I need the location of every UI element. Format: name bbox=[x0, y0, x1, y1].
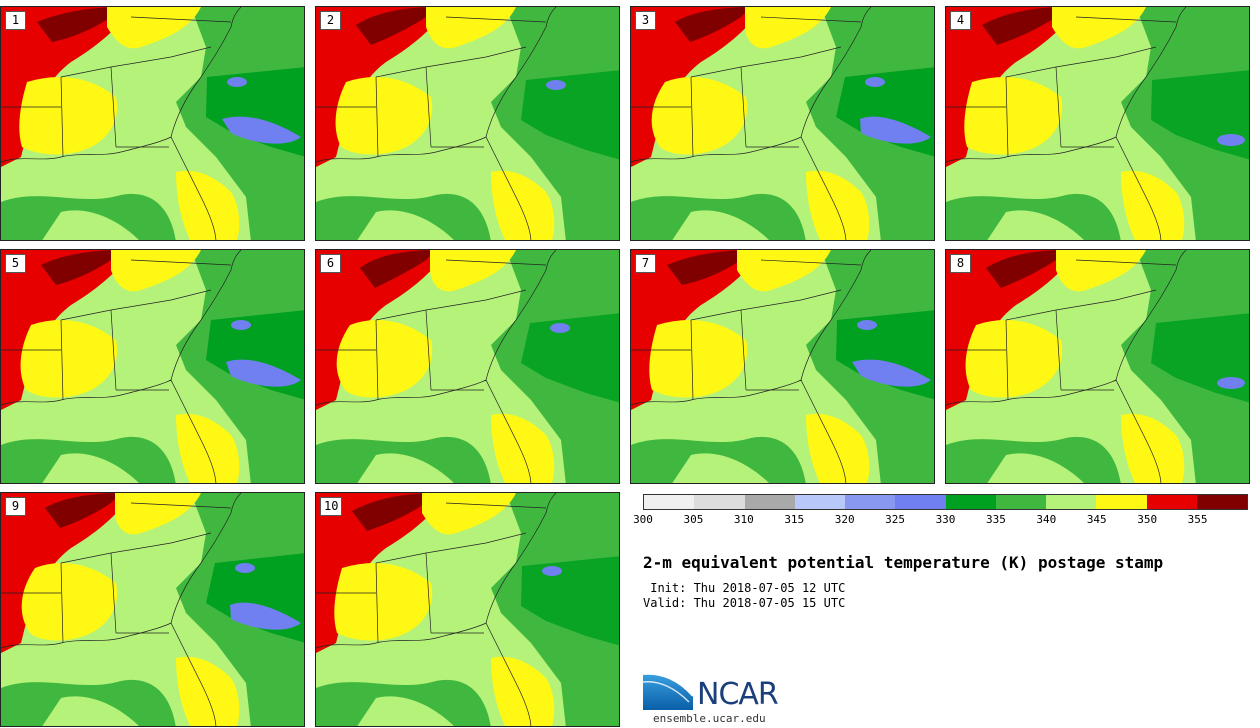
init-time: Init: Thu 2018-07-05 12 UTC bbox=[643, 581, 846, 595]
colorbar-segment bbox=[1046, 495, 1097, 509]
colorbar-tick-label: 325 bbox=[885, 513, 906, 526]
map-panel-7: 7 bbox=[630, 249, 935, 484]
theta-e-map bbox=[1, 493, 304, 726]
map-panel-8: 8 bbox=[945, 249, 1250, 484]
colorbar-tick-label: 355 bbox=[1187, 513, 1208, 526]
colorbar bbox=[643, 494, 1248, 510]
valid-time: Valid: Thu 2018-07-05 15 UTC bbox=[643, 596, 846, 610]
theta-e-map bbox=[316, 250, 619, 483]
map-panel-1: 1 bbox=[0, 6, 305, 241]
member-number-label: 7 bbox=[635, 254, 656, 273]
member-number-label: 10 bbox=[320, 497, 343, 516]
colorbar-segment bbox=[845, 495, 896, 509]
map-panel-5: 5 bbox=[0, 249, 305, 484]
colorbar-segment bbox=[945, 495, 996, 509]
colorbar-tick-label: 320 bbox=[834, 513, 855, 526]
member-number-label: 8 bbox=[950, 254, 971, 273]
colorbar-segment bbox=[744, 495, 795, 509]
colorbar-segment bbox=[644, 495, 695, 509]
map-panel-4: 4 bbox=[945, 6, 1250, 241]
colorbar-segment bbox=[694, 495, 745, 509]
colorbar-ticks: 300 305 310 315 320 325 330 335 340 345 350 355 bbox=[633, 513, 1248, 529]
theta-e-map bbox=[316, 7, 619, 240]
colorbar-segment bbox=[1146, 495, 1197, 509]
member-number-label: 6 bbox=[320, 254, 341, 273]
map-panel-6: 6 bbox=[315, 249, 620, 484]
colorbar-tick-label: 315 bbox=[784, 513, 805, 526]
colorbar-segment bbox=[794, 495, 845, 509]
map-panel-9: 9 bbox=[0, 492, 305, 727]
theta-e-map bbox=[631, 7, 934, 240]
ncar-url: ensemble.ucar.edu bbox=[653, 712, 766, 725]
member-number-label: 5 bbox=[5, 254, 26, 273]
colorbar-tick-label: 350 bbox=[1137, 513, 1158, 526]
colorbar-segment bbox=[1196, 495, 1247, 509]
theta-e-map bbox=[946, 250, 1249, 483]
colorbar-segment bbox=[995, 495, 1046, 509]
colorbar-tick-label: 305 bbox=[683, 513, 704, 526]
chart-title: 2-m equivalent potential temperature (K)… bbox=[643, 553, 1164, 572]
member-number-label: 9 bbox=[5, 497, 26, 516]
colorbar-tick-label: 345 bbox=[1086, 513, 1107, 526]
colorbar-segment bbox=[895, 495, 946, 509]
colorbar-tick-label: 330 bbox=[935, 513, 956, 526]
theta-e-map bbox=[946, 7, 1249, 240]
member-number-label: 3 bbox=[635, 11, 656, 30]
theta-e-map bbox=[1, 7, 304, 240]
colorbar-segment bbox=[1096, 495, 1147, 509]
colorbar-tick-label: 335 bbox=[985, 513, 1006, 526]
theta-e-map bbox=[316, 493, 619, 726]
colorbar-tick-label: 300 bbox=[633, 513, 653, 526]
map-panel-3: 3 bbox=[630, 6, 935, 241]
ncar-logo-icon bbox=[643, 672, 694, 710]
ncar-wordmark: NCAR bbox=[697, 677, 779, 712]
theta-e-map bbox=[631, 250, 934, 483]
member-number-label: 2 bbox=[320, 11, 341, 30]
member-number-label: 4 bbox=[950, 11, 971, 30]
map-panel-10: 10 bbox=[315, 492, 620, 727]
map-panel-2: 2 bbox=[315, 6, 620, 241]
member-number-label: 1 bbox=[5, 11, 26, 30]
theta-e-map bbox=[1, 250, 304, 483]
colorbar-tick-label: 310 bbox=[733, 513, 754, 526]
colorbar-tick-label: 340 bbox=[1036, 513, 1057, 526]
